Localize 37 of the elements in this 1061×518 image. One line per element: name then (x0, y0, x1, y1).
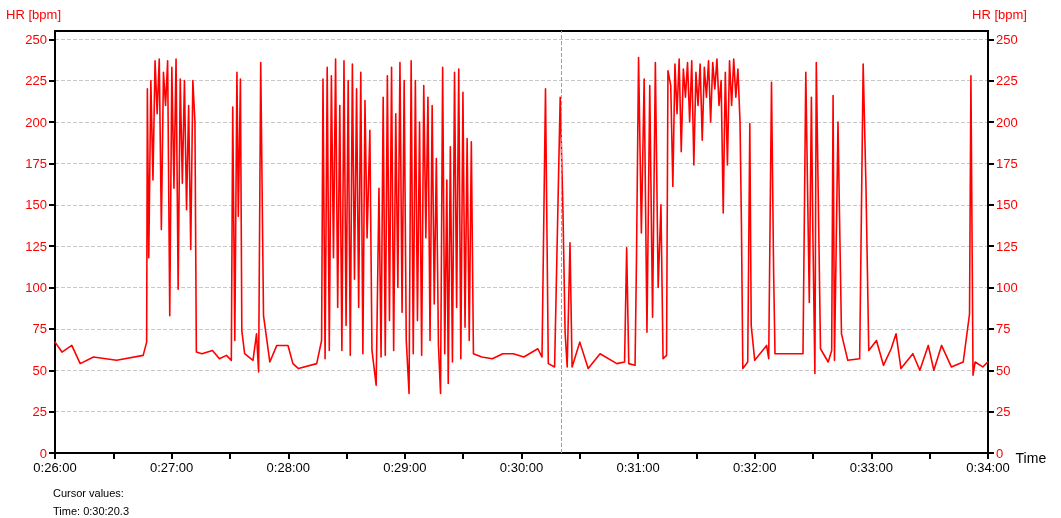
y2-tick-label: 175 (996, 155, 1018, 171)
y-tick-label: 125 (25, 238, 47, 254)
y-tick-label: 175 (25, 155, 47, 171)
y2-tick-label: 200 (996, 114, 1018, 130)
x-tick-label: 0:30:00 (499, 460, 544, 475)
line-series (54, 56, 989, 395)
x-tick-label: 0:31:00 (616, 460, 660, 475)
text: Time: 0:30:20.3 (53, 504, 130, 517)
y-tick-label: 150 (25, 197, 47, 213)
y2-tick-label: 225 (996, 73, 1018, 89)
y2-tick-label: 25 (996, 404, 1011, 420)
y2-tick-label: 50 (996, 362, 1011, 378)
y2-tick-label: 75 (996, 321, 1011, 337)
x-tick-label: 0:28:00 (266, 460, 310, 475)
y-tick-label: 0 (39, 445, 47, 461)
y-tick-label: 200 (25, 114, 47, 130)
y-tick-label: 50 (32, 362, 47, 378)
x-tick-label: 0:32:00 (733, 460, 777, 475)
y2-tick-label: 125 (996, 238, 1018, 254)
x-tick-label: 0:33:00 (849, 460, 894, 475)
x-tick-label: 0:34:00 (966, 460, 1010, 475)
y-tick-label: 75 (32, 321, 47, 337)
x-axis-title: Time (1015, 450, 1047, 466)
y-tick-label: 100 (25, 280, 47, 296)
y2-tick-label: 250 (996, 31, 1018, 47)
y2-tick-label: 100 (996, 280, 1018, 296)
y2-axis-title: HR [bpm] (972, 7, 1027, 22)
x-tick-label: 0:27:00 (149, 460, 194, 475)
y-tick-label: 25 (32, 404, 47, 420)
y-tick-label: 250 (25, 31, 47, 47)
y2-tick-label: 0 (996, 445, 1004, 461)
x-tick-label: 0:26:00 (33, 460, 77, 475)
y-tick-label: 225 (25, 73, 47, 89)
text: Cursor values: (53, 486, 124, 499)
y2-tick-label: 150 (996, 197, 1018, 213)
x-tick-label: 0:29:00 (383, 460, 427, 475)
y-axis-title: HR [bpm] (6, 7, 61, 22)
